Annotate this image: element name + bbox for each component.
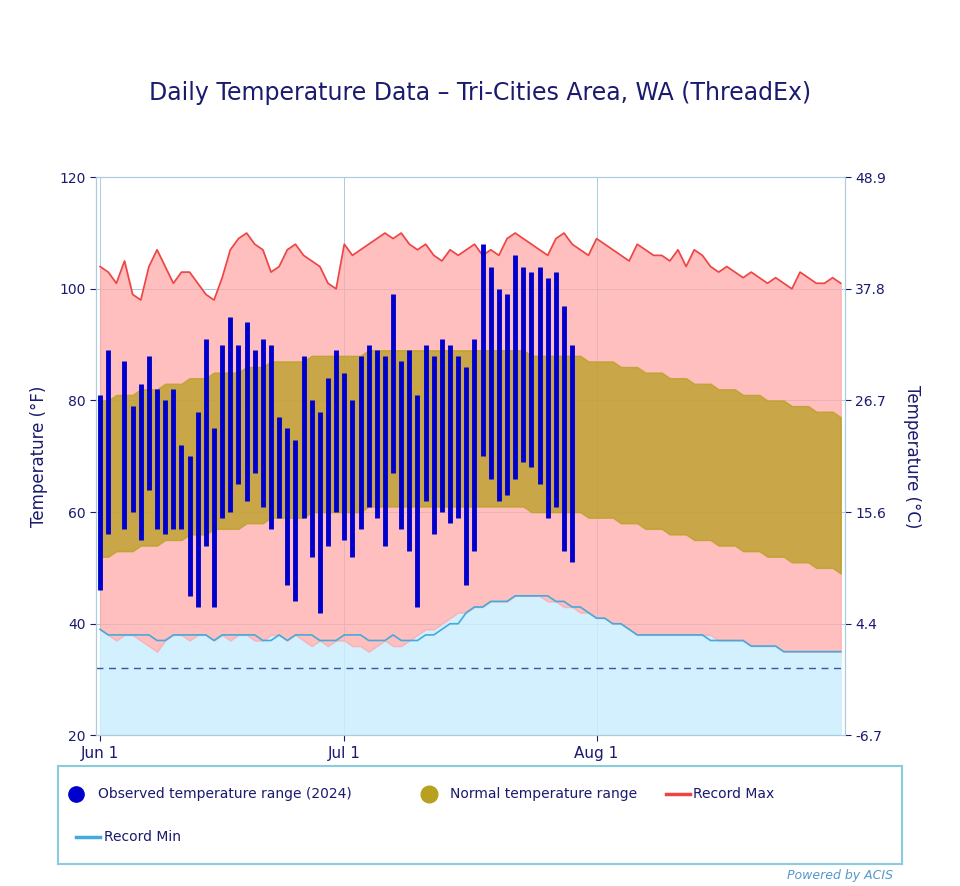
Text: Record Max: Record Max xyxy=(693,787,774,801)
Text: Observed temperature range (2024): Observed temperature range (2024) xyxy=(98,787,352,801)
Text: Powered by ACIS: Powered by ACIS xyxy=(787,869,893,882)
Text: Daily Temperature Data – Tri-Cities Area, WA (ThreadEx): Daily Temperature Data – Tri-Cities Area… xyxy=(149,81,811,105)
Text: Normal temperature range: Normal temperature range xyxy=(450,787,637,801)
Y-axis label: Temperature (°C): Temperature (°C) xyxy=(902,385,921,528)
Y-axis label: Temperature (°F): Temperature (°F) xyxy=(30,385,48,527)
Text: Record Min: Record Min xyxy=(104,829,181,843)
